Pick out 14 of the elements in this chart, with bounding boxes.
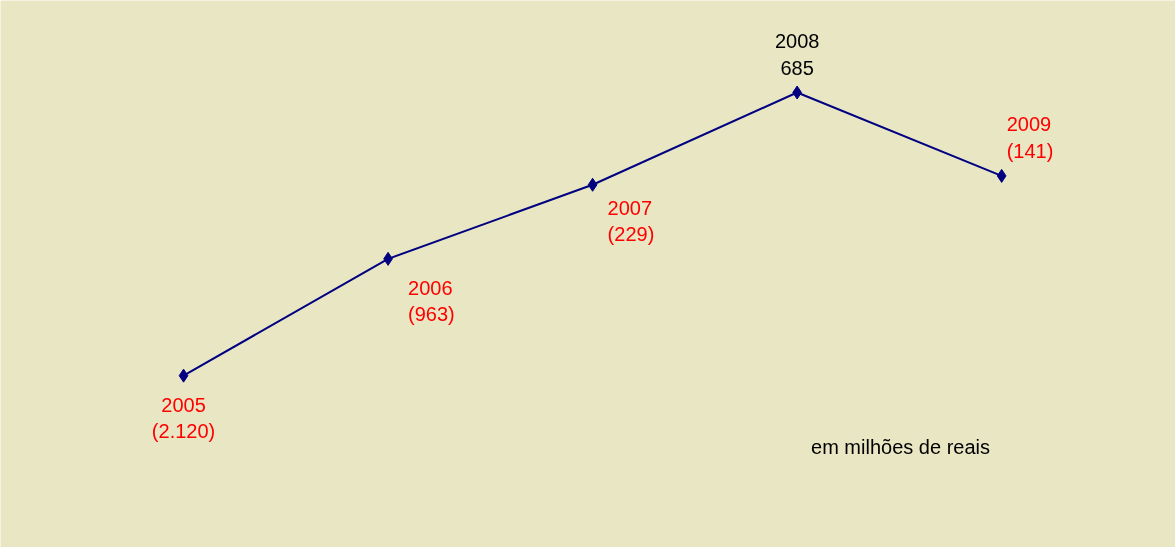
data-label: 685 [780,56,814,79]
point [178,368,189,383]
x-tick-label: 2009 [1006,113,1052,136]
point [996,168,1007,183]
text: em milhões de reais [811,435,990,458]
data-label: (141) [1006,139,1054,162]
x-tick-label: 2005 [161,393,206,416]
x-tick-label: 2007 [607,196,653,219]
point [587,177,598,192]
data-label: (229) [607,223,655,246]
x-tick-label: 2006 [408,276,453,299]
data-label: (2.120) [151,420,216,443]
data-label: (963) [408,303,455,326]
x-tick-label: 2008 [774,30,820,53]
